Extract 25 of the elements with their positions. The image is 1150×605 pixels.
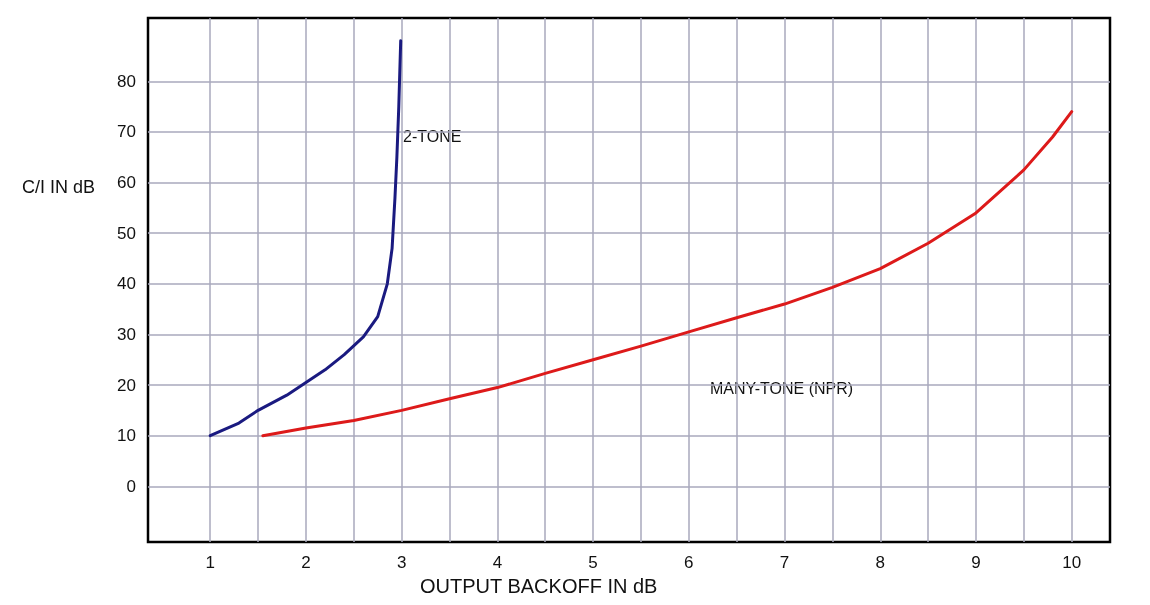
y-tick-label: 40	[117, 274, 136, 294]
x-axis-title: OUTPUT BACKOFF IN dB	[420, 575, 658, 597]
x-tick-label: 6	[684, 553, 694, 572]
x-tick-label: 5	[588, 553, 598, 572]
y-tick-label: 70	[117, 122, 136, 142]
x-tick-label: 4	[492, 553, 503, 572]
y-tick-label: 10	[117, 426, 136, 446]
x-tick-label: 3	[396, 553, 407, 572]
annotation: 2-TONE	[403, 127, 462, 145]
x-tick-label: 7	[779, 553, 790, 572]
x-tick-label: 1	[205, 553, 215, 572]
y-axis-title: C/I IN dB	[22, 177, 96, 197]
y-tick-label: 30	[117, 324, 136, 344]
y-tick-label: 20	[117, 375, 136, 395]
x-tick-label: 8	[875, 553, 885, 572]
x-tick-label: 9	[971, 553, 981, 572]
x-tick-label: 2	[301, 553, 311, 572]
x-tick-label: 10	[1062, 553, 1082, 572]
y-tick-label: 50	[117, 223, 136, 243]
y-tick-label: 80	[117, 71, 136, 91]
line-series	[261, 110, 1074, 438]
y-tick-label: 60	[117, 173, 136, 193]
y-tick-label: 0	[126, 476, 136, 496]
annotation: MANY-TONE (NPR)	[710, 379, 854, 397]
line-series	[208, 39, 403, 438]
